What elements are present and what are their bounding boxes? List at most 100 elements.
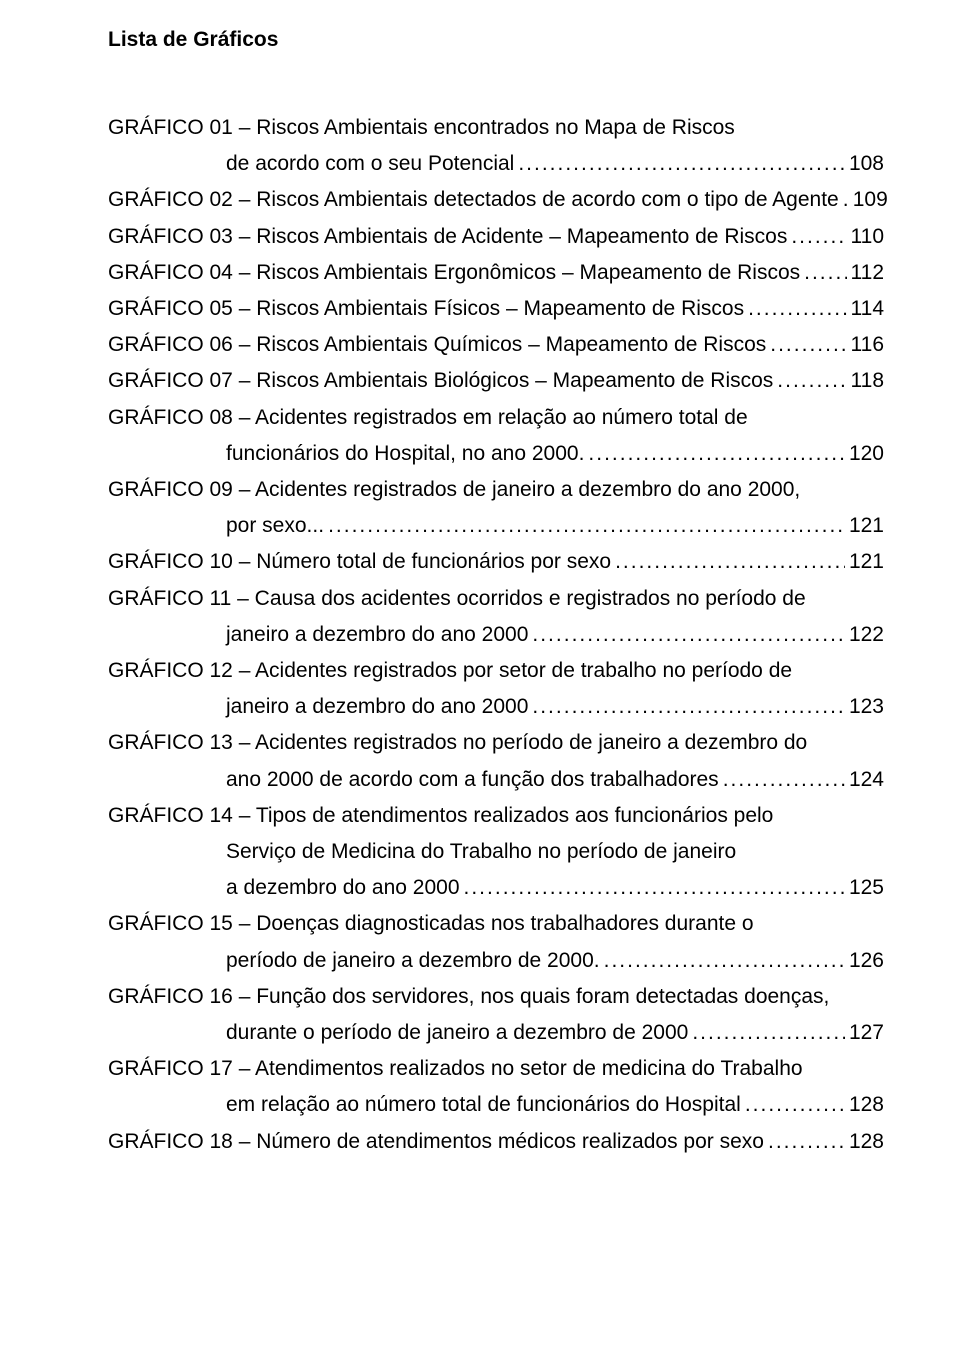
toc-entry: GRÁFICO 11 – Causa dos acidentes ocorrid…: [108, 581, 884, 653]
toc-text: GRÁFICO 07 – Riscos Ambientais Biológico…: [108, 363, 773, 399]
dot-leader: [692, 1015, 845, 1051]
toc-text: em relação ao número total de funcionári…: [226, 1087, 741, 1123]
dot-leader: [745, 1087, 845, 1123]
toc-text: ano 2000 de acordo com a função dos trab…: [226, 762, 719, 798]
page-number: 108: [849, 146, 884, 182]
page-number: 121: [849, 508, 884, 544]
toc-text: por sexo...: [226, 508, 324, 544]
toc-entry: GRÁFICO 12 – Acidentes registrados por s…: [108, 653, 884, 725]
toc-line: GRÁFICO 10 – Número total de funcionário…: [108, 544, 884, 580]
toc-text: GRÁFICO 08 – Acidentes registrados em re…: [108, 400, 748, 436]
dot-leader: [791, 219, 846, 255]
toc-line: GRÁFICO 01 – Riscos Ambientais encontrad…: [108, 110, 884, 146]
toc-line: GRÁFICO 17 – Atendimentos realizados no …: [108, 1051, 884, 1087]
toc-line: de acordo com o seu Potencial 108: [108, 146, 884, 182]
dot-leader: [748, 291, 846, 327]
toc-entry: GRÁFICO 04 – Riscos Ambientais Ergonômic…: [108, 255, 884, 291]
toc-line: período de janeiro a dezembro de 2000. 1…: [108, 943, 884, 979]
toc-text: a dezembro do ano 2000: [226, 870, 460, 906]
toc-line: janeiro a dezembro do ano 2000 122: [108, 617, 884, 653]
toc-line: durante o período de janeiro a dezembro …: [108, 1015, 884, 1051]
toc-line: GRÁFICO 07 – Riscos Ambientais Biológico…: [108, 363, 884, 399]
toc-text: Serviço de Medicina do Trabalho no perío…: [226, 834, 736, 870]
toc-text: janeiro a dezembro do ano 2000: [226, 617, 528, 653]
page-number: 126: [849, 943, 884, 979]
page-number: 118: [851, 363, 884, 399]
page-number: 127: [849, 1015, 884, 1051]
toc-line: em relação ao número total de funcionári…: [108, 1087, 884, 1123]
toc-entry: GRÁFICO 13 – Acidentes registrados no pe…: [108, 725, 884, 797]
toc-text: de acordo com o seu Potencial: [226, 146, 514, 182]
toc-text: GRÁFICO 02 – Riscos Ambientais detectado…: [108, 182, 839, 218]
toc-entry: GRÁFICO 01 – Riscos Ambientais encontrad…: [108, 110, 884, 182]
toc-line: a dezembro do ano 2000 125: [108, 870, 884, 906]
toc-line: GRÁFICO 06 – Riscos Ambientais Químicos …: [108, 327, 884, 363]
dot-leader: [843, 182, 849, 218]
page-number: 121: [849, 544, 884, 580]
dot-leader: [768, 1124, 845, 1160]
page-number: 109: [853, 182, 888, 218]
toc-text: GRÁFICO 14 – Tipos de atendimentos reali…: [108, 798, 773, 834]
toc-entry: GRÁFICO 06 – Riscos Ambientais Químicos …: [108, 327, 884, 363]
toc-text: GRÁFICO 01 – Riscos Ambientais encontrad…: [108, 110, 735, 146]
toc-line: GRÁFICO 13 – Acidentes registrados no pe…: [108, 725, 884, 761]
toc-entry: GRÁFICO 16 – Função dos servidores, nos …: [108, 979, 884, 1051]
dot-leader: [770, 327, 846, 363]
toc-line: GRÁFICO 05 – Riscos Ambientais Físicos –…: [108, 291, 884, 327]
dot-leader: [588, 436, 845, 472]
toc-line: GRÁFICO 04 – Riscos Ambientais Ergonômic…: [108, 255, 884, 291]
toc-line: GRÁFICO 09 – Acidentes registrados de ja…: [108, 472, 884, 508]
page-number: 128: [849, 1087, 884, 1123]
page-number: 125: [849, 870, 884, 906]
toc-entry: GRÁFICO 05 – Riscos Ambientais Físicos –…: [108, 291, 884, 327]
toc-entry: GRÁFICO 07 – Riscos Ambientais Biológico…: [108, 363, 884, 399]
toc-entry: GRÁFICO 03 – Riscos Ambientais de Aciden…: [108, 219, 884, 255]
toc-text: GRÁFICO 10 – Número total de funcionário…: [108, 544, 611, 580]
toc-line: GRÁFICO 14 – Tipos de atendimentos reali…: [108, 798, 884, 834]
toc-text: GRÁFICO 12 – Acidentes registrados por s…: [108, 653, 792, 689]
toc-entry: GRÁFICO 08 – Acidentes registrados em re…: [108, 400, 884, 472]
toc-entry: GRÁFICO 18 – Número de atendimentos médi…: [108, 1124, 884, 1160]
toc-line: por sexo... 121: [108, 508, 884, 544]
dot-leader: [615, 544, 845, 580]
toc-line: GRÁFICO 11 – Causa dos acidentes ocorrid…: [108, 581, 884, 617]
toc-text: GRÁFICO 05 – Riscos Ambientais Físicos –…: [108, 291, 744, 327]
toc-entry: GRÁFICO 10 – Número total de funcionário…: [108, 544, 884, 580]
toc-line: GRÁFICO 12 – Acidentes registrados por s…: [108, 653, 884, 689]
page-number: 123: [849, 689, 884, 725]
dot-leader: [604, 943, 845, 979]
toc-entry: GRÁFICO 09 – Acidentes registrados de ja…: [108, 472, 884, 544]
dot-leader: [777, 363, 846, 399]
toc-text: GRÁFICO 17 – Atendimentos realizados no …: [108, 1051, 803, 1087]
dot-leader: [464, 870, 845, 906]
page-number: 114: [851, 291, 884, 327]
dot-leader: [723, 762, 845, 798]
page-number: 128: [849, 1124, 884, 1160]
toc-text: GRÁFICO 13 – Acidentes registrados no pe…: [108, 725, 807, 761]
toc-line: janeiro a dezembro do ano 2000 123: [108, 689, 884, 725]
toc-entry: GRÁFICO 02 – Riscos Ambientais detectado…: [108, 182, 884, 218]
toc-text: GRÁFICO 04 – Riscos Ambientais Ergonômic…: [108, 255, 800, 291]
toc-text: GRÁFICO 09 – Acidentes registrados de ja…: [108, 472, 800, 508]
toc-entry: GRÁFICO 15 – Doenças diagnosticadas nos …: [108, 906, 884, 978]
dot-leader: [532, 617, 845, 653]
toc-line: Serviço de Medicina do Trabalho no perío…: [108, 834, 884, 870]
toc-text: GRÁFICO 06 – Riscos Ambientais Químicos …: [108, 327, 766, 363]
toc-text: janeiro a dezembro do ano 2000: [226, 689, 528, 725]
toc-line: GRÁFICO 03 – Riscos Ambientais de Aciden…: [108, 219, 884, 255]
page-number: 110: [851, 219, 884, 255]
toc-text: GRÁFICO 18 – Número de atendimentos médi…: [108, 1124, 764, 1160]
toc-line: ano 2000 de acordo com a função dos trab…: [108, 762, 884, 798]
toc-text: GRÁFICO 03 – Riscos Ambientais de Aciden…: [108, 219, 787, 255]
toc-entry: GRÁFICO 17 – Atendimentos realizados no …: [108, 1051, 884, 1123]
page-number: 116: [851, 327, 884, 363]
page-number: 120: [849, 436, 884, 472]
page-number: 112: [851, 255, 884, 291]
toc-text: período de janeiro a dezembro de 2000.: [226, 943, 600, 979]
toc-line: GRÁFICO 15 – Doenças diagnosticadas nos …: [108, 906, 884, 942]
toc-line: funcionários do Hospital, no ano 2000. 1…: [108, 436, 884, 472]
toc-line: GRÁFICO 18 – Número de atendimentos médi…: [108, 1124, 884, 1160]
toc-text: GRÁFICO 11 – Causa dos acidentes ocorrid…: [108, 581, 806, 617]
dot-leader: [532, 689, 845, 725]
page-number: 122: [849, 617, 884, 653]
